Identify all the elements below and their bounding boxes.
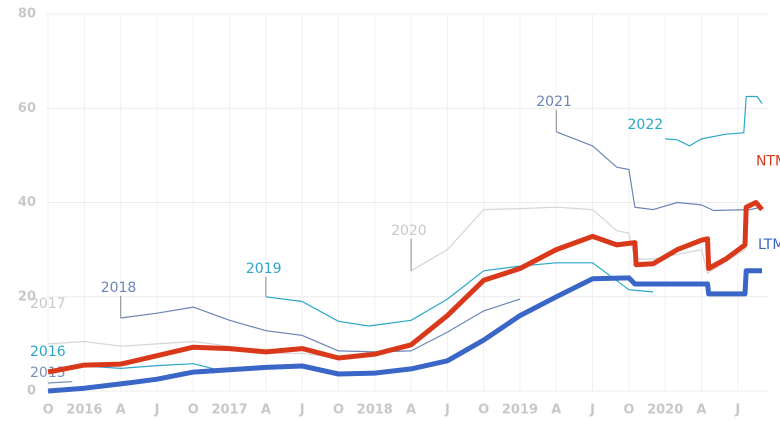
series-label: 2022 [628,117,664,133]
x-tick-label: J [734,403,740,418]
series-label: 2020 [391,223,427,239]
y-tick-label: 60 [18,101,36,116]
x-tick-label: A [116,403,126,418]
x-tick-label: O [188,403,199,418]
series-label: 2018 [101,280,137,296]
x-tick-label: 2018 [357,403,393,418]
x-tick-label: 2016 [66,403,102,418]
series-label: 2019 [246,261,282,277]
x-tick-label: A [696,403,706,418]
series-line [556,131,763,212]
series-label: 2017 [30,296,66,312]
x-tick-label: J [154,403,160,418]
series-line [47,200,764,375]
x-tick-label: O [478,403,489,418]
series-line [120,298,521,353]
y-tick-label: 80 [18,7,36,22]
series-label: LTM [758,237,780,253]
x-tick-label: O [333,403,344,418]
series-line [265,262,654,327]
series-line [665,95,763,147]
x-tick-label: O [43,403,54,418]
series-label: NTM [756,154,780,170]
x-tick-label: J [589,403,595,418]
y-tick-label: 0 [27,384,36,399]
series-line [48,381,73,384]
x-tick-label: A [406,403,416,418]
x-tick-label: 2019 [502,403,538,418]
x-tick-label: 2017 [211,403,247,418]
x-tick-label: J [299,403,305,418]
x-tick-label: O [623,403,634,418]
series-line [47,268,762,394]
series-label: 2021 [536,94,572,110]
y-tick-label: 20 [18,289,36,304]
series-label: 2016 [30,344,66,360]
y-tick-label: 40 [18,195,36,210]
x-tick-label: J [444,403,450,418]
x-tick-label: A [261,403,271,418]
x-tick-label: 2020 [647,403,683,418]
x-tick-label: A [551,403,561,418]
